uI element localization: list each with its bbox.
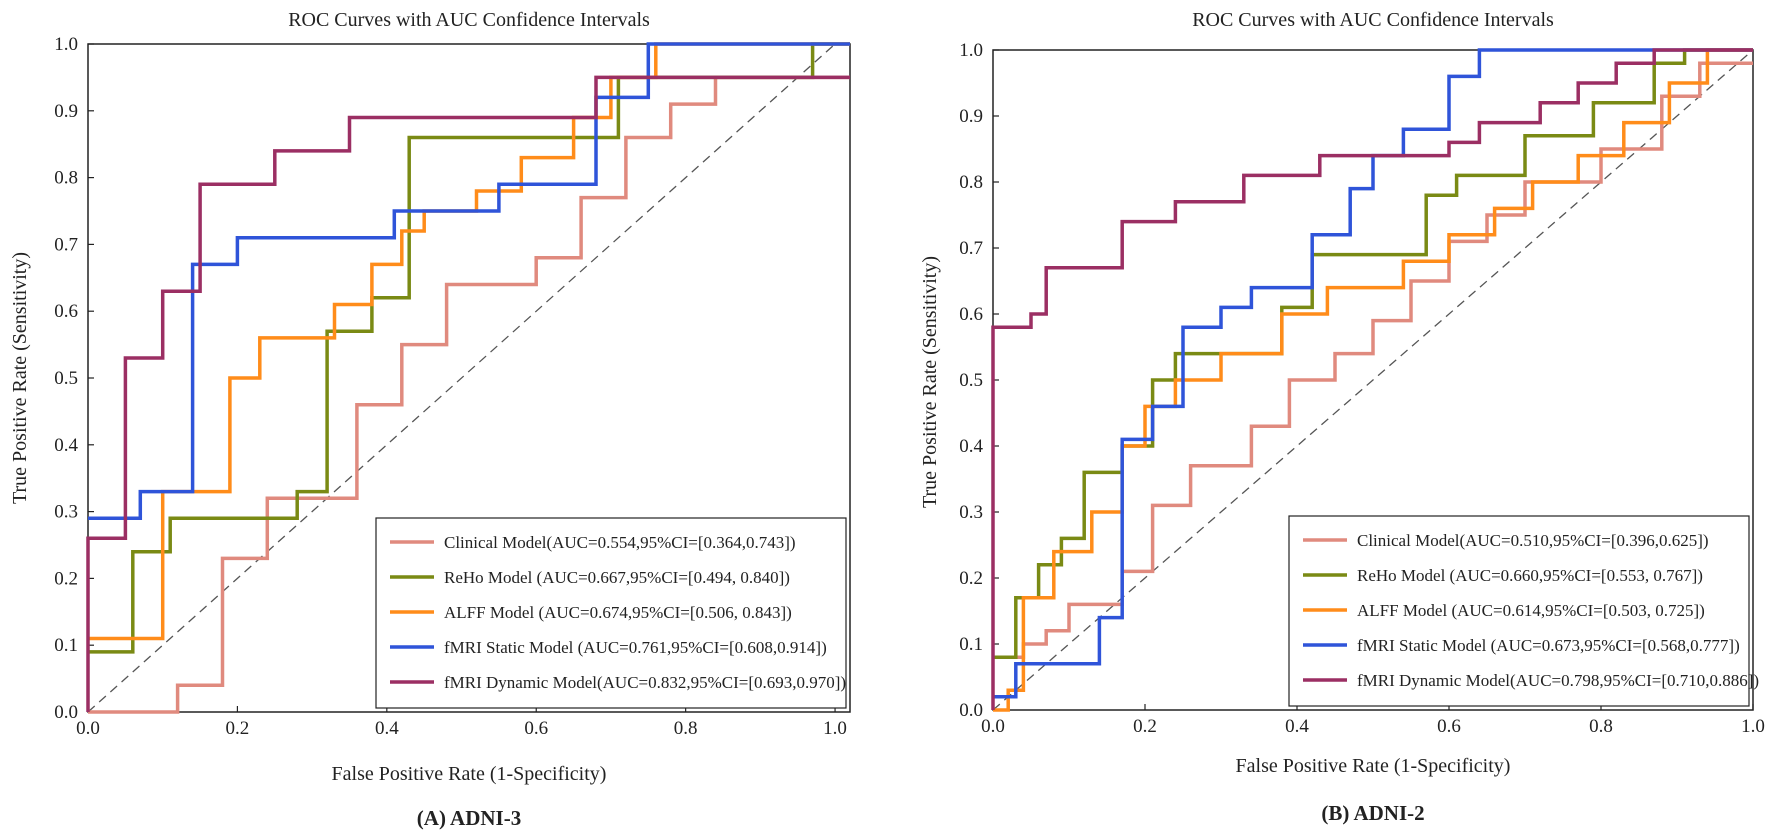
y-tick-label: 0.1 xyxy=(54,635,78,656)
series-line-clinical xyxy=(88,75,850,714)
y-tick-label: 0.0 xyxy=(959,700,983,721)
x-tick-label: 0.6 xyxy=(1437,716,1461,737)
y-tick-label: 0.3 xyxy=(959,502,983,523)
series-line-clinical xyxy=(993,61,1753,659)
legend-entry: ALFF Model (AUC=0.614,95%CI=[0.503, 0.72… xyxy=(1357,601,1705,620)
x-tick-label: 1.0 xyxy=(823,718,847,739)
y-tick-label: 0.9 xyxy=(959,106,983,127)
legend-entry: ReHo Model (AUC=0.667,95%CI=[0.494, 0.84… xyxy=(444,568,790,587)
y-tick-label: 0.1 xyxy=(959,634,983,655)
y-tick-label: 0.9 xyxy=(54,101,78,122)
y-tick-label: 0.4 xyxy=(54,435,78,456)
legend-box xyxy=(375,517,847,709)
x-tick-label: 0.8 xyxy=(1589,716,1613,737)
legend: Clinical Model(AUC=0.510,95%CI=[0.396,0.… xyxy=(1288,515,1759,707)
series-line-dynamic xyxy=(86,75,850,712)
x-tick-label: 0.6 xyxy=(524,718,548,739)
x-tick-label: 1.0 xyxy=(1741,716,1765,737)
y-axis-label: True Positive Rate (Sensitivity) xyxy=(9,252,31,504)
series-line-dynamic xyxy=(991,48,1753,710)
plot-area: 0.0 0.2 0.4 0.6 0.8 1.0 0.0 0.1 0.2 0.3 0.4 0.5 0.6 0… xyxy=(959,40,1765,737)
chance-diagonal xyxy=(87,43,836,713)
chart-title: ROC Curves with AUC Confidence Intervals xyxy=(288,9,650,31)
series-line-static xyxy=(993,48,1753,699)
y-tick-label: 0.5 xyxy=(959,370,983,391)
legend: Clinical Model(AUC=0.554,95%CI=[0.364,0.… xyxy=(375,517,847,709)
y-tick-label: 0.2 xyxy=(54,568,78,589)
legend-entry: fMRI Dynamic Model(AUC=0.832,95%CI=[0.69… xyxy=(444,673,846,692)
y-tick-label: 1.0 xyxy=(54,34,78,55)
series-line-static xyxy=(88,42,850,521)
y-tick-label: 1.0 xyxy=(959,40,983,61)
y-tick-label: 0.8 xyxy=(54,168,78,189)
x-axis-label: False Positive Rate (1-Specificity) xyxy=(332,763,607,785)
y-tick-label: 0.0 xyxy=(54,702,78,723)
y-tick-label: 0.8 xyxy=(959,172,983,193)
y-tick-label: 0.4 xyxy=(959,436,983,457)
y-tick-label: 0.6 xyxy=(54,301,78,322)
x-tick-label: 0.4 xyxy=(375,718,399,739)
panel-caption: (A) ADNI-3 xyxy=(417,806,521,830)
y-tick-label: 0.7 xyxy=(54,234,78,255)
y-tick-label: 0.7 xyxy=(959,238,983,259)
y-axis-label: True Positive Rate (Sensitivity) xyxy=(919,256,941,508)
legend-entry: ReHo Model (AUC=0.660,95%CI=[0.553, 0.76… xyxy=(1357,566,1703,585)
x-tick-label: 0.4 xyxy=(1285,716,1309,737)
legend-entry: fMRI Static Model (AUC=0.761,95%CI=[0.60… xyxy=(444,638,827,657)
legend-entry: Clinical Model(AUC=0.554,95%CI=[0.364,0.… xyxy=(444,533,796,552)
x-tick-label: 0.0 xyxy=(981,716,1005,737)
x-tick-label: 0.2 xyxy=(1133,716,1157,737)
chance-diagonal xyxy=(992,49,1754,711)
panel-caption: (B) ADNI-2 xyxy=(1321,801,1424,825)
x-tick-label: 0.2 xyxy=(226,718,250,739)
y-tick-label: 0.5 xyxy=(54,368,78,389)
plot-area: 0.0 0.2 0.4 0.6 0.8 1.0 0.0 0.1 0.2 0.3 0.4 0.5 0.6 0… xyxy=(54,34,851,739)
legend-entry: fMRI Dynamic Model(AUC=0.798,95%CI=[0.71… xyxy=(1357,671,1759,690)
panel-adni-3: ROC Curves with AUC Confidence Intervals… xyxy=(9,9,851,830)
legend-box xyxy=(1288,515,1750,707)
panel-adni-2: ROC Curves with AUC Confidence Intervals… xyxy=(919,9,1765,825)
x-tick-label: 0.8 xyxy=(674,718,698,739)
y-tick-label: 0.2 xyxy=(959,568,983,589)
y-tick-label: 0.6 xyxy=(959,304,983,325)
legend-entry: Clinical Model(AUC=0.510,95%CI=[0.396,0.… xyxy=(1357,531,1709,550)
x-axis-label: False Positive Rate (1-Specificity) xyxy=(1236,755,1511,777)
legend-entry: fMRI Static Model (AUC=0.673,95%CI=[0.56… xyxy=(1357,636,1740,655)
y-tick-label: 0.3 xyxy=(54,502,78,523)
chart-title: ROC Curves with AUC Confidence Intervals xyxy=(1192,9,1554,31)
legend-entry: ALFF Model (AUC=0.674,95%CI=[0.506, 0.84… xyxy=(444,603,792,622)
x-tick-label: 0.0 xyxy=(76,718,100,739)
series-line-alff xyxy=(993,48,1753,712)
